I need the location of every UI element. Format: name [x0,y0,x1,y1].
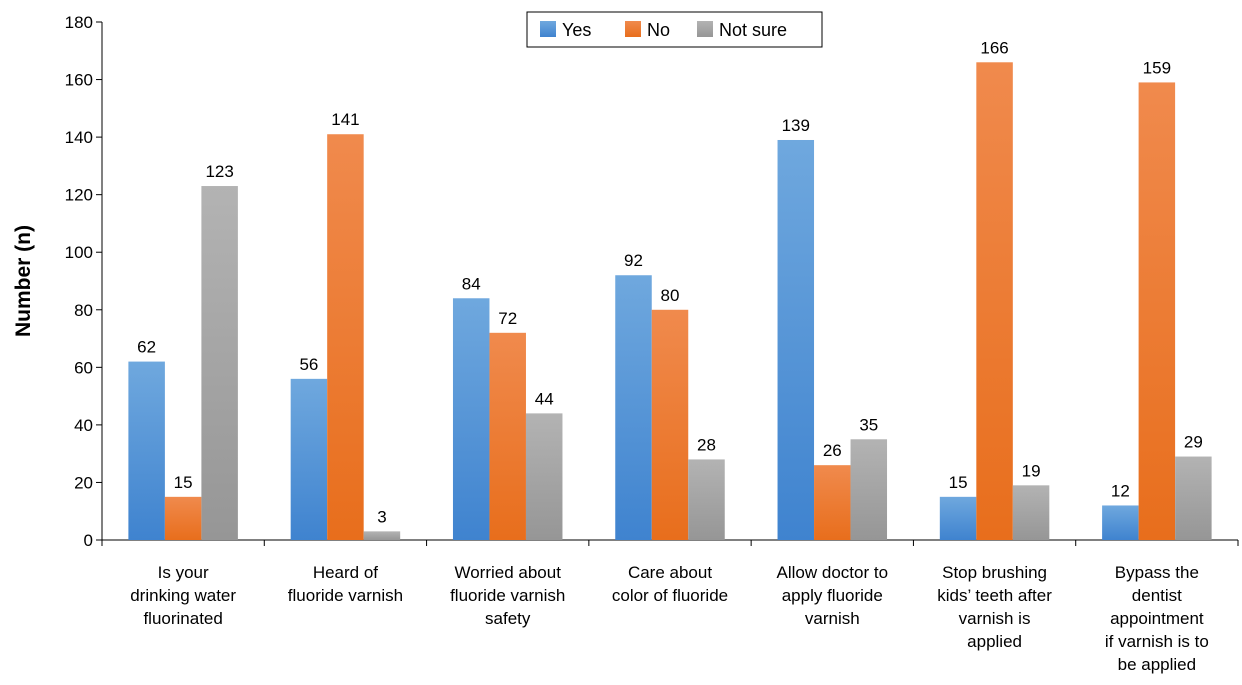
y-tick-label: 80 [74,301,93,320]
bar-no-2 [489,332,526,540]
y-tick-label: 0 [84,531,93,550]
x-category-label: Care about color of fluoride [612,563,728,605]
bar-no-3 [651,309,689,540]
y-tick-label: 100 [65,243,93,262]
y-tick-label: 40 [74,416,93,435]
bar-no-1 [327,134,364,540]
x-category-label: Bypass the dentist appointment if varnish i… [1105,563,1209,674]
data-label: 92 [624,251,643,270]
data-label: 123 [205,162,233,181]
data-label: 166 [980,38,1008,57]
x-category-label-line: if varnish is to [1105,632,1209,651]
data-label: 3 [377,507,386,526]
bar-yes-1 [290,378,328,540]
x-category-label-line: apply fluoride [782,586,883,605]
x-category-label-line: be applied [1118,655,1196,674]
data-label: 15 [174,473,193,492]
legend-label: No [647,20,670,40]
bar-yes-3 [615,275,652,540]
x-category-label-line: varnish is [959,609,1031,628]
x-category-label: Heard of fluoride varnish [288,563,403,605]
bar-not-sure-2 [525,413,563,540]
x-category-label-line: Worried about [454,563,561,582]
y-tick-label: 120 [65,186,93,205]
legend-swatch-not-sure [697,21,713,37]
data-label: 72 [498,309,517,328]
bar-not-sure-1 [363,531,401,540]
x-category-label-line: varnish [805,609,860,628]
legend-swatch-yes [540,21,556,37]
x-category-label-line: Bypass the [1115,563,1199,582]
legend-label: Yes [562,20,591,40]
x-category-label: Is your drinking water fluorinated [130,563,236,628]
x-category-label-line: Is your [158,563,209,582]
bar-not-sure-5 [1012,485,1050,540]
data-label: 141 [331,110,359,129]
y-tick-label: 180 [65,13,93,32]
data-label: 84 [462,274,481,293]
bar-yes-4 [777,139,815,540]
x-category-label-line: fluoride varnish [288,586,403,605]
x-category-label-line: Care about [628,563,712,582]
bar-not-sure-6 [1175,456,1212,540]
legend-box [526,11,823,48]
y-tick-label: 160 [65,71,93,90]
data-label: 139 [782,116,810,135]
x-category-label-line: Allow doctor to [777,563,889,582]
legend: Yes No Not sure [526,11,823,48]
y-tick-label: 60 [74,358,93,377]
y-axis-title: Number (n) [12,225,35,337]
x-category-label-line: appointment [1110,609,1204,628]
bar-yes-0 [128,361,165,540]
x-category-label-line: drinking water [130,586,236,605]
bar-not-sure-3 [688,459,725,540]
legend-label: Not sure [719,20,787,40]
data-label: 28 [697,435,716,454]
data-label: 26 [823,441,842,460]
data-label: 29 [1184,433,1203,452]
data-label: 56 [299,355,318,374]
bar-yes-5 [939,496,977,540]
x-category-label-line: Stop brushing [942,563,1047,582]
x-category-label-line: color of fluoride [612,586,728,605]
x-category-label-line: kids’ teeth after [937,586,1052,605]
data-label: 159 [1143,58,1171,77]
x-category-label-line: fluorinated [143,609,222,628]
x-category-label-line: Heard of [313,563,378,582]
bar-not-sure-4 [850,439,888,540]
y-tick-label: 140 [65,128,93,147]
data-label: 12 [1111,481,1130,500]
bar-no-4 [814,465,851,540]
x-category-label: Worried about fluoride varnish safety [450,563,565,628]
bar-no-0 [164,496,202,540]
x-category-label-line: fluoride varnish [450,586,565,605]
data-label: 15 [949,473,968,492]
data-label: 62 [137,338,156,357]
y-tick-label: 20 [74,473,93,492]
x-category-label: Stop brushing kids’ teeth after varnish is… [937,563,1052,651]
bar-not-sure-0 [201,186,238,541]
x-category-label-line: applied [967,632,1022,651]
x-category-label-line: dentist [1132,586,1182,605]
data-label: 19 [1022,461,1041,480]
legend-swatch-no [625,21,641,37]
bar-yes-2 [452,298,490,540]
bar-no-6 [1138,82,1176,540]
x-category-label: Allow doctor to apply fluoride varnish [777,563,889,628]
data-label: 35 [859,415,878,434]
data-label: 44 [535,389,554,408]
bar-no-5 [976,62,1013,541]
x-category-label-line: safety [485,609,531,628]
data-label: 80 [661,286,680,305]
bar-yes-6 [1102,505,1139,540]
